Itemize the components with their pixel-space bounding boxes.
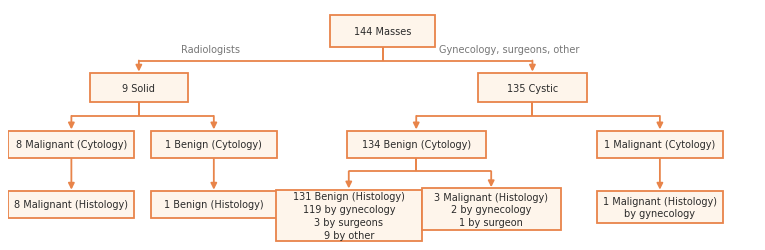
FancyBboxPatch shape: [151, 131, 277, 158]
FancyBboxPatch shape: [597, 191, 723, 223]
FancyBboxPatch shape: [275, 190, 422, 242]
FancyBboxPatch shape: [330, 16, 435, 48]
FancyBboxPatch shape: [597, 131, 723, 158]
FancyBboxPatch shape: [478, 74, 587, 103]
FancyBboxPatch shape: [151, 191, 277, 218]
Text: Gynecology, surgeons, other: Gynecology, surgeons, other: [438, 45, 579, 55]
Text: 8 Malignant (Histology): 8 Malignant (Histology): [15, 200, 129, 209]
FancyBboxPatch shape: [8, 191, 135, 218]
Text: 134 Benign (Cytology): 134 Benign (Cytology): [362, 140, 470, 149]
Text: 1 Benign (Cytology): 1 Benign (Cytology): [165, 140, 262, 149]
Text: 131 Benign (Histology)
119 by gynecology
3 by surgeons
9 by other: 131 Benign (Histology) 119 by gynecology…: [293, 192, 405, 240]
FancyBboxPatch shape: [90, 74, 187, 103]
FancyBboxPatch shape: [422, 189, 561, 230]
Text: 1 Malignant (Cytology): 1 Malignant (Cytology): [604, 140, 715, 149]
Text: 1 Malignant (Histology)
by gynecology: 1 Malignant (Histology) by gynecology: [603, 196, 717, 218]
Text: 3 Malignant (Histology)
2 by gynecology
1 by surgeon: 3 Malignant (Histology) 2 by gynecology …: [435, 192, 549, 227]
Text: 144 Masses: 144 Masses: [353, 27, 412, 37]
Text: Radiologists: Radiologists: [181, 45, 240, 55]
FancyBboxPatch shape: [347, 131, 486, 158]
Text: 9 Solid: 9 Solid: [122, 83, 155, 93]
Text: 1 Benign (Histology): 1 Benign (Histology): [164, 200, 264, 209]
Text: 135 Cystic: 135 Cystic: [507, 83, 558, 93]
FancyBboxPatch shape: [8, 131, 135, 158]
Text: 8 Malignant (Cytology): 8 Malignant (Cytology): [16, 140, 127, 149]
